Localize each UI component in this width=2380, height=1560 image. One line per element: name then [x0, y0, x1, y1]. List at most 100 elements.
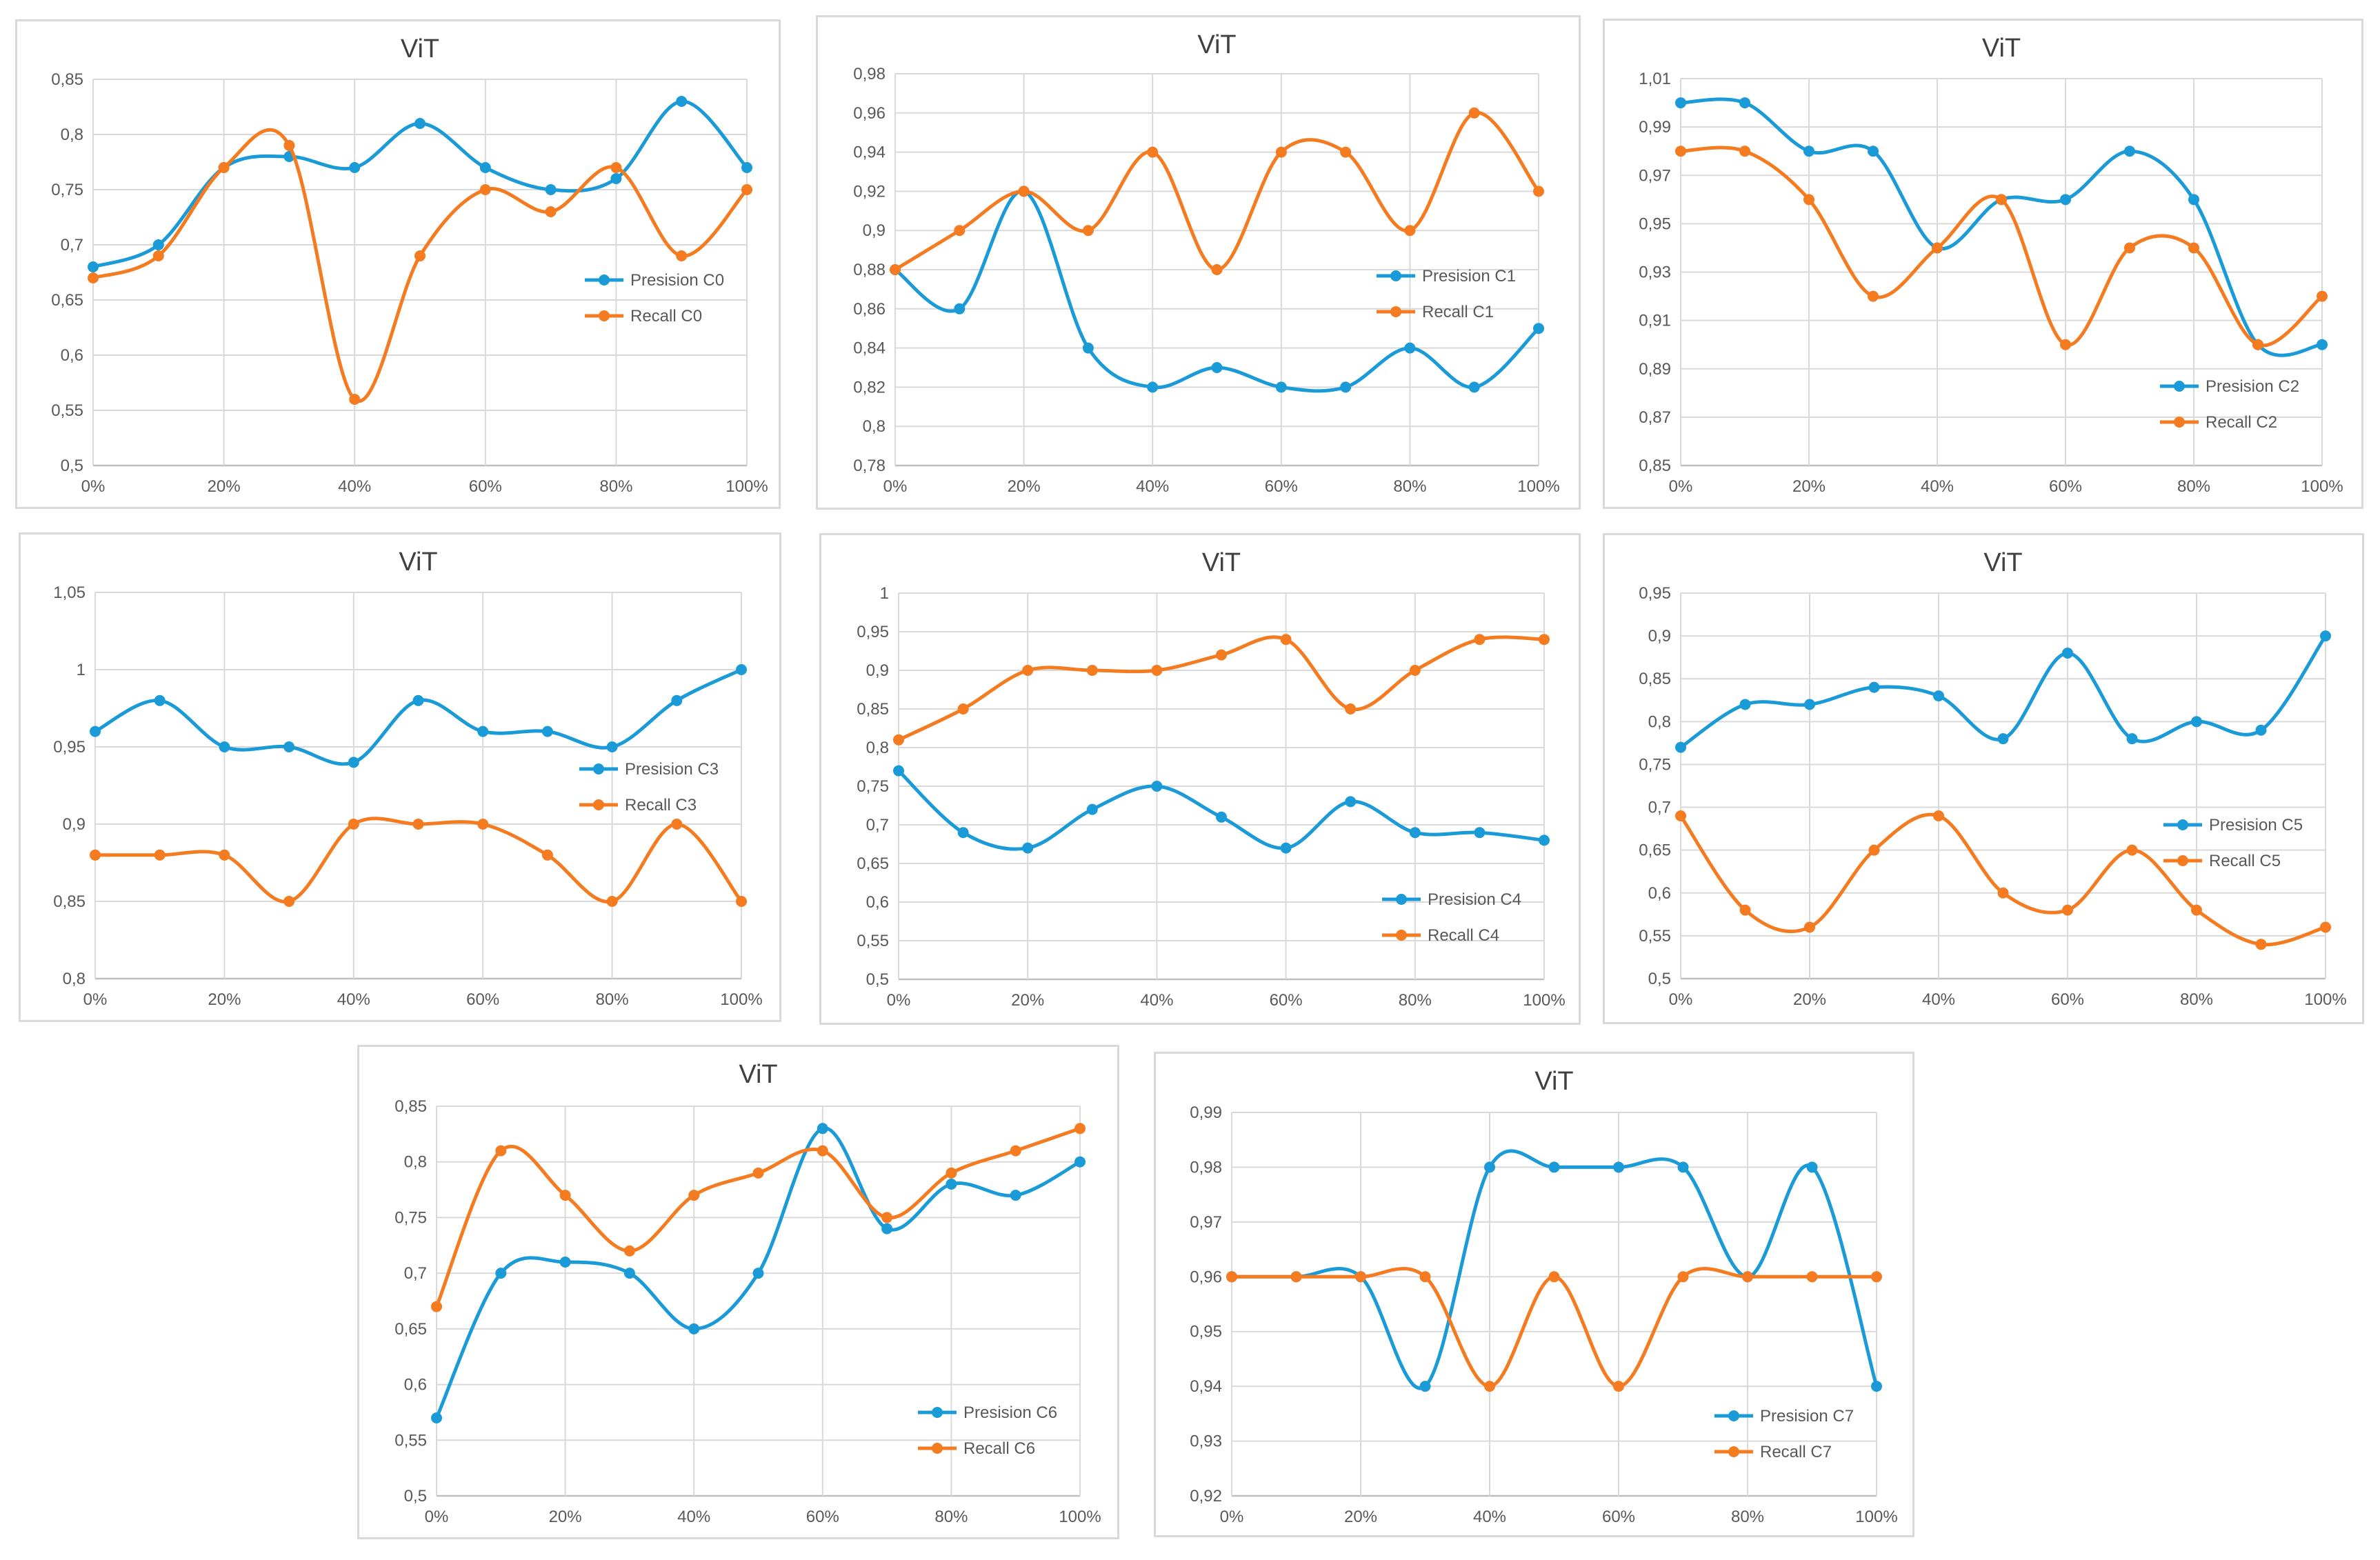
data-point [1345, 703, 1357, 714]
data-point [477, 726, 489, 737]
y-tick-label: 0,5 [61, 457, 83, 475]
data-point [1484, 1381, 1495, 1392]
data-point [1739, 699, 1751, 710]
y-tick-label: 0,75 [1639, 755, 1671, 774]
y-tick-label: 0,93 [1190, 1432, 1222, 1451]
chart-title: ViT [1197, 30, 1236, 59]
data-point [752, 1167, 764, 1179]
data-point [1409, 827, 1421, 839]
legend-marker [593, 763, 604, 774]
legend-label: Recall C1 [1422, 303, 1494, 321]
series-line [92, 128, 748, 403]
data-point [2124, 146, 2135, 157]
y-tick-label: 0,98 [853, 65, 886, 83]
x-tick-label: 20% [549, 1508, 582, 1526]
y-tick-label: 0,65 [394, 1320, 427, 1339]
data-point [893, 765, 904, 777]
data-point [412, 694, 424, 706]
y-tick-label: 0,88 [853, 261, 886, 279]
legend-label: Presision C3 [625, 760, 719, 779]
x-tick-label: 80% [1731, 1508, 1764, 1526]
x-tick-label: 0% [883, 477, 908, 496]
y-tick-label: 0,6 [1648, 884, 1671, 903]
data-point [1468, 107, 1480, 119]
data-point [152, 239, 164, 250]
y-tick-label: 0,96 [1190, 1268, 1222, 1286]
x-tick-label: 80% [2177, 477, 2210, 496]
line-chart: ViT 0,5 0,55 0,6 0,65 0,7 0,75 0,8 0,85 0% 20% 40% 6… [51, 34, 768, 496]
data-point [2124, 242, 2135, 254]
data-point [2317, 339, 2328, 350]
data-point [1803, 194, 1814, 206]
data-point [957, 827, 969, 839]
data-point [671, 819, 683, 830]
data-point [154, 849, 166, 861]
series-line [897, 769, 1545, 851]
data-point [1933, 810, 1944, 821]
data-point [1997, 887, 2009, 899]
data-point [946, 1167, 957, 1179]
x-tick-label: 80% [934, 1508, 968, 1526]
x-tick-label: 0% [81, 477, 106, 496]
data-point [1677, 1271, 1689, 1283]
data-point [1739, 146, 1750, 157]
data-point [88, 272, 99, 283]
data-point [545, 206, 557, 217]
data-point [817, 1123, 828, 1134]
y-tick-label: 0,95 [857, 623, 889, 641]
x-tick-label: 20% [208, 477, 241, 496]
y-tick-label: 0,94 [853, 143, 886, 162]
y-tick-label: 0,85 [1639, 457, 1671, 475]
legend-label: Presision C1 [1422, 267, 1516, 286]
data-point [2060, 194, 2071, 206]
data-point [1675, 810, 1686, 821]
y-tick-label: 0,84 [853, 339, 886, 358]
data-point [817, 1145, 828, 1157]
x-tick-label: 20% [1793, 990, 1826, 1009]
line-chart: ViT 0,5 0,55 0,6 0,65 0,7 0,75 0,8 0,85 0,9 0,95 0%… [1639, 548, 2346, 1009]
data-point [1275, 381, 1287, 393]
data-point [671, 694, 683, 706]
y-tick-label: 0,7 [1648, 799, 1671, 817]
series-line [1679, 634, 2328, 749]
data-point [1340, 146, 1352, 158]
data-point [1074, 1156, 1086, 1168]
x-tick-label: 60% [2051, 990, 2084, 1009]
data-point [1533, 323, 1544, 334]
y-tick-label: 0,85 [394, 1097, 427, 1116]
data-point [1804, 921, 1815, 933]
data-point [2255, 939, 2267, 950]
legend-marker [1396, 930, 1407, 941]
data-point [881, 1212, 893, 1223]
data-point [1739, 904, 1751, 916]
data-point [2320, 630, 2331, 642]
y-tick-label: 0,97 [1190, 1213, 1222, 1232]
y-tick-label: 0,92 [1190, 1487, 1222, 1506]
data-point [2126, 844, 2138, 856]
data-point [2255, 724, 2267, 736]
legend-marker [932, 1443, 943, 1454]
data-point [610, 173, 622, 184]
data-point [606, 896, 618, 907]
y-tick-label: 0,95 [1639, 214, 1671, 233]
data-point [623, 1245, 635, 1257]
y-tick-label: 0,85 [1639, 670, 1671, 688]
data-point [1474, 634, 1486, 646]
y-tick-label: 0,7 [61, 236, 83, 254]
x-tick-label: 60% [1265, 477, 1298, 496]
data-point [2062, 647, 2073, 659]
line-chart: ViT 0,85 0,87 0,89 0,91 0,93 0,95 0,97 0,99 1,01 0… [1639, 34, 2343, 496]
data-point [2191, 904, 2202, 916]
legend-marker [1728, 1410, 1739, 1421]
data-point [1484, 1161, 1495, 1173]
x-tick-label: 60% [1602, 1508, 1635, 1526]
data-point [1419, 1381, 1431, 1392]
data-point [1533, 186, 1544, 197]
data-point [1082, 225, 1094, 237]
data-point [954, 225, 966, 237]
legend-marker [1728, 1446, 1739, 1457]
data-point [1933, 690, 1944, 702]
data-point [219, 741, 230, 752]
data-point [559, 1190, 571, 1201]
data-point [2252, 339, 2263, 350]
